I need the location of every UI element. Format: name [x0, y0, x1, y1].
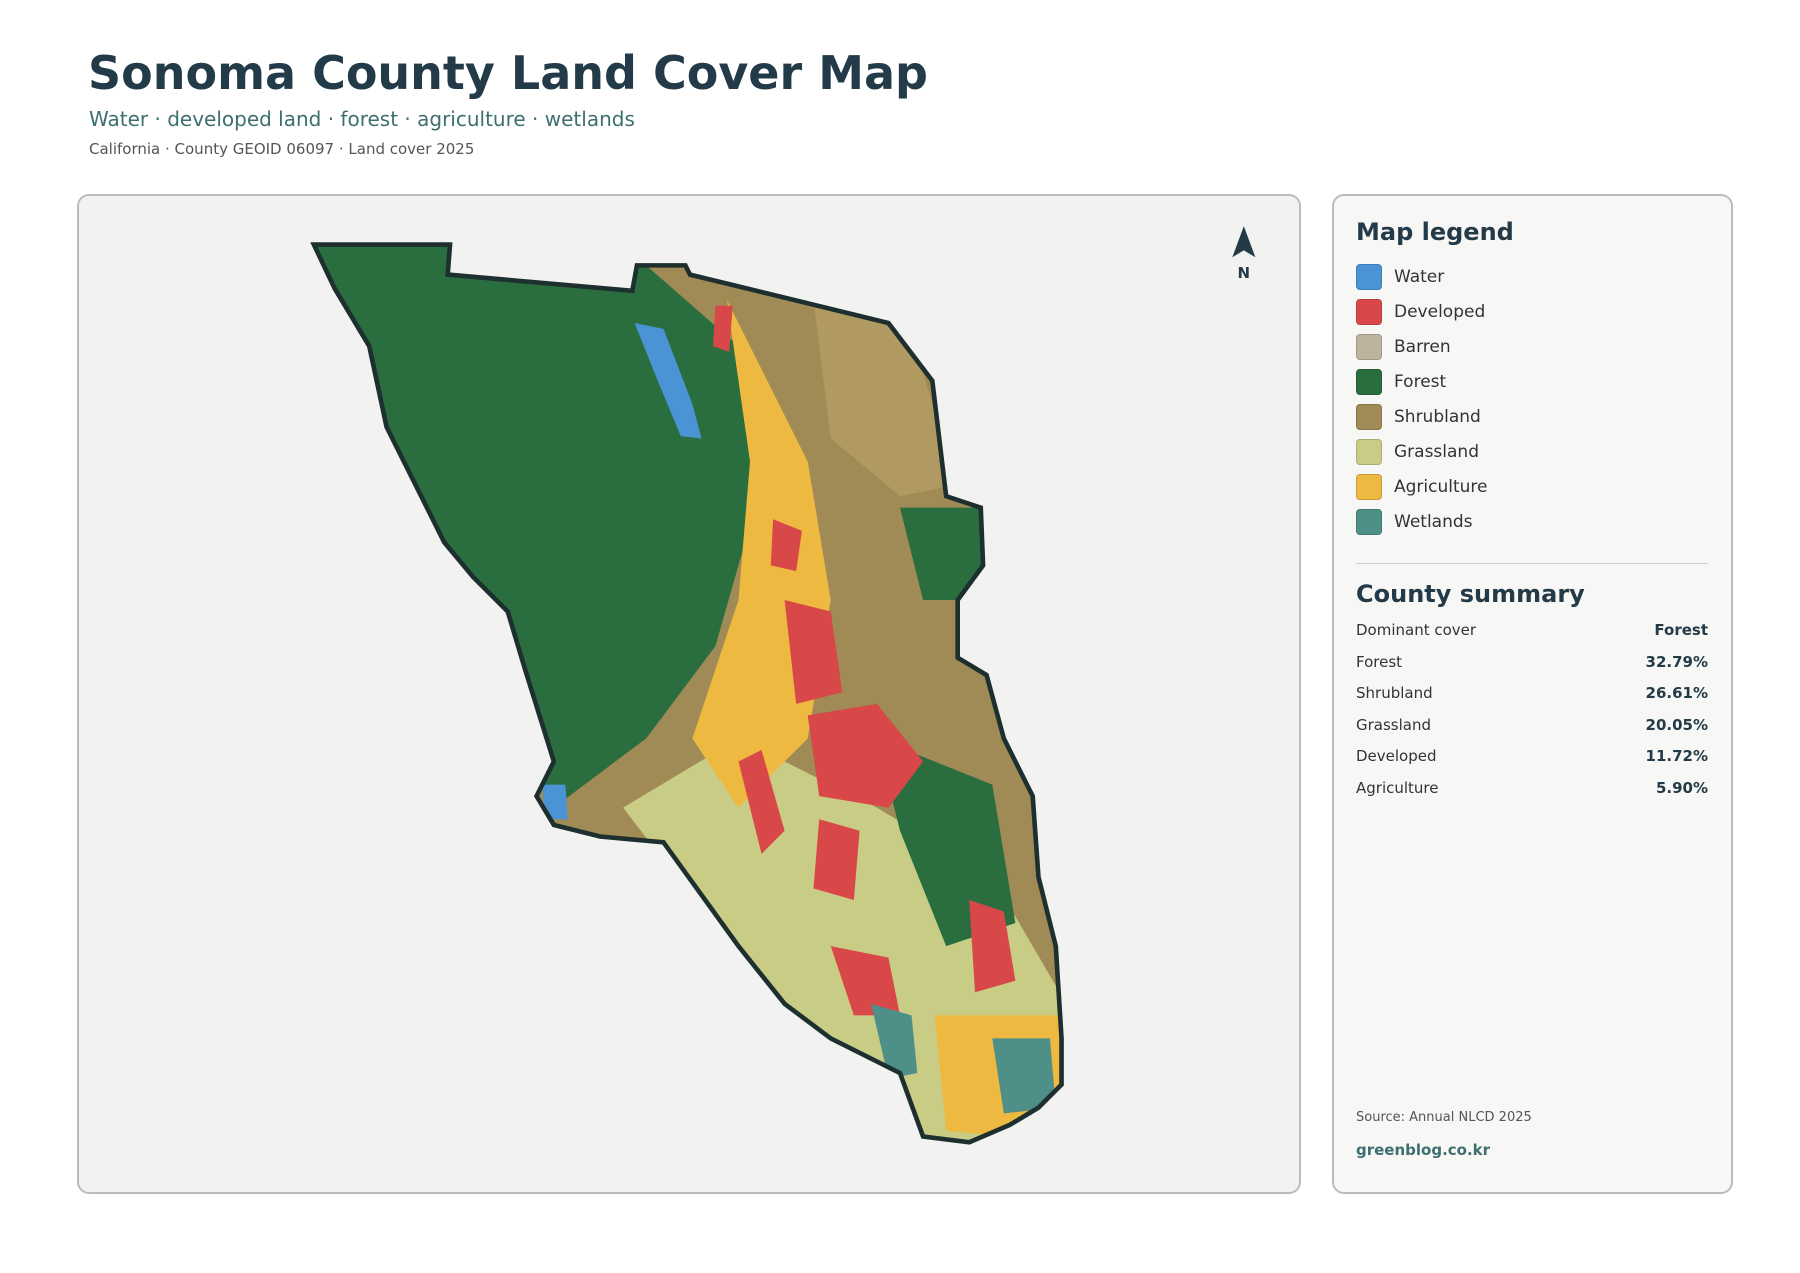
legend-item: Barren — [1356, 334, 1451, 360]
legend-swatch — [1356, 439, 1382, 465]
legend-swatch — [1356, 299, 1382, 325]
legend-title: Map legend — [1356, 218, 1514, 246]
summary-label: Grassland — [1356, 715, 1431, 734]
summary-row: Agriculture 5.90% — [1356, 779, 1708, 797]
legend-label: Agriculture — [1394, 477, 1488, 497]
legend-item: Water — [1356, 264, 1444, 290]
legend-item: Forest — [1356, 369, 1446, 395]
legend-swatch — [1356, 334, 1382, 360]
legend-label: Wetlands — [1394, 512, 1473, 532]
summary-row: Shrubland 26.61% — [1356, 684, 1708, 702]
site: greenblog.co.kr — [1356, 1141, 1491, 1159]
north-arrow — [1232, 226, 1256, 258]
source: Source: Annual NLCD 2025 — [1356, 1110, 1532, 1125]
legend-item: Wetlands — [1356, 509, 1473, 535]
legend-label: Grassland — [1394, 442, 1479, 462]
summary-value: 20.05% — [1645, 715, 1708, 734]
summary-row: Grassland 20.05% — [1356, 716, 1708, 734]
summary-value: Forest — [1654, 621, 1708, 639]
legend-item: Developed — [1356, 299, 1485, 325]
title: Sonoma County Land Cover Map — [88, 46, 928, 100]
divider — [1356, 563, 1708, 564]
legend-swatch — [1356, 369, 1382, 395]
summary-label: Developed — [1356, 747, 1437, 765]
side-panel: Map legend Water Developed Barren Forest Shr… — [1332, 194, 1733, 1194]
summary-label: Agriculture — [1356, 778, 1439, 797]
summary-row: Forest 32.79% — [1356, 653, 1708, 671]
land-cover — [313, 244, 1062, 1143]
north-label: N — [1238, 264, 1251, 282]
legend-label: Forest — [1394, 372, 1447, 392]
subtitle: Water · developed land · forest · agricu… — [89, 107, 635, 131]
legend-swatch — [1356, 264, 1382, 290]
legend-swatch — [1356, 404, 1382, 430]
legend-label: Barren — [1394, 337, 1451, 357]
legend-item: Agriculture — [1356, 474, 1488, 500]
legend-item: Shrubland — [1356, 404, 1481, 430]
summary-title: County summary — [1356, 580, 1585, 608]
legend-label: Shrubland — [1394, 407, 1481, 427]
summary-value: 11.72% — [1645, 747, 1708, 765]
summary-label: Shrubland — [1356, 684, 1433, 702]
summary-row: Dominant cover Forest — [1356, 621, 1708, 639]
summary-label: Forest — [1356, 652, 1403, 671]
legend-swatch — [1356, 474, 1382, 500]
meta: California · County GEOID 06097 · Land c… — [89, 140, 475, 158]
legend-label: Developed — [1394, 302, 1486, 322]
summary-value: 26.61% — [1645, 684, 1708, 702]
summary-value: 32.79% — [1645, 652, 1708, 671]
summary-value: 5.90% — [1655, 778, 1708, 797]
legend-swatch — [1356, 509, 1382, 535]
legend-item: Grassland — [1356, 439, 1479, 465]
summary-label: Dominant cover — [1356, 621, 1477, 639]
legend-label: Water — [1394, 267, 1445, 287]
summary-row: Developed 11.72% — [1356, 747, 1708, 765]
